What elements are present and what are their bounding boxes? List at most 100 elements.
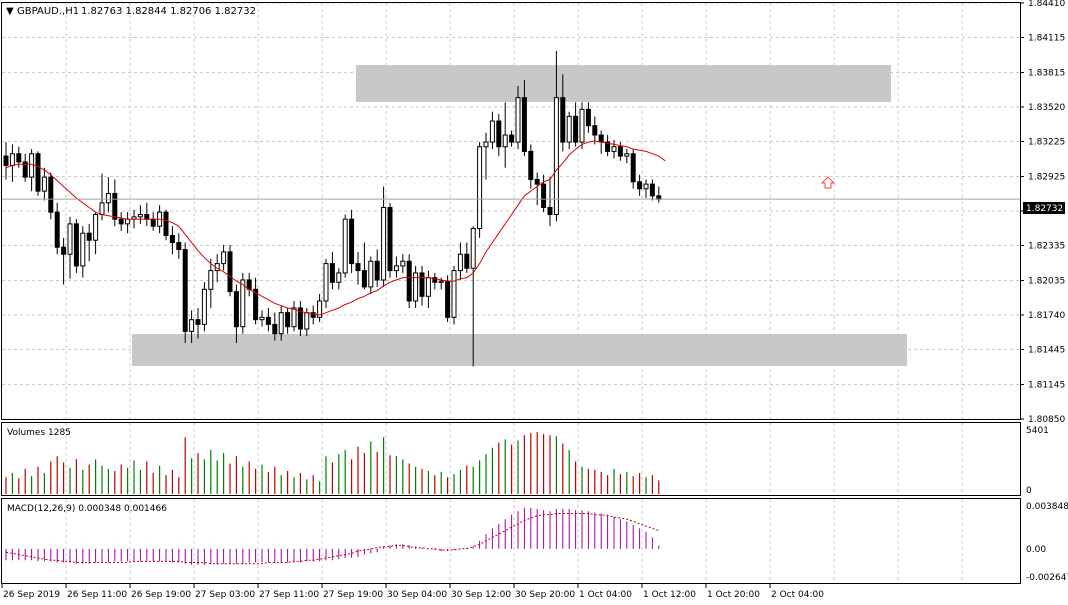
candle-bull[interactable] [201, 288, 207, 325]
candle-bear[interactable] [118, 218, 124, 225]
candle-bear[interactable] [233, 291, 239, 328]
candle-bear[interactable] [227, 251, 233, 293]
candle-bear[interactable] [560, 97, 566, 143]
candle-bull[interactable] [67, 223, 73, 255]
candle-bear[interactable] [649, 183, 655, 197]
candle-bull[interactable] [221, 251, 227, 265]
candle-bull[interactable] [240, 279, 246, 328]
candle-bull[interactable] [413, 272, 419, 302]
candle-bull[interactable] [393, 265, 399, 272]
candle-bear[interactable] [150, 218, 156, 227]
candle-bear[interactable] [297, 307, 303, 330]
candle-bear[interactable] [406, 260, 412, 302]
candle-bear[interactable] [496, 120, 502, 148]
candle-bear[interactable] [182, 249, 188, 332]
candle-bear[interactable] [265, 316, 271, 325]
candle-bear[interactable] [169, 235, 175, 244]
candle-bull[interactable] [515, 97, 521, 143]
candle-bull[interactable] [425, 277, 431, 297]
candle-bull[interactable] [438, 280, 444, 283]
candle-bull[interactable] [93, 214, 99, 241]
candle-bull[interactable] [291, 307, 297, 328]
candle-bull[interactable] [579, 108, 585, 143]
macd-panel[interactable] [1, 498, 1021, 584]
candle-bear[interactable] [16, 153, 22, 163]
candle-bull[interactable] [381, 206, 387, 281]
chart-menu-icon[interactable]: ▼ [6, 6, 14, 17]
candle-bull[interactable] [483, 141, 489, 148]
candle-bull[interactable] [29, 153, 35, 178]
candle-bull[interactable] [553, 97, 559, 216]
candle-bull[interactable] [368, 260, 374, 288]
resistance-zone[interactable] [356, 65, 891, 102]
candle-bull[interactable] [566, 115, 572, 143]
candle-bear[interactable] [361, 270, 367, 288]
candle-bear[interactable] [419, 272, 425, 297]
candle-bull[interactable] [125, 218, 131, 225]
candle-bear[interactable] [272, 323, 278, 335]
candle-bear[interactable] [35, 153, 41, 192]
candle-bear[interactable] [253, 288, 259, 321]
candle-bear[interactable] [61, 246, 67, 255]
candle-bear[interactable] [637, 181, 643, 190]
candle-bear[interactable] [432, 277, 438, 283]
candle-bull[interactable] [611, 146, 617, 152]
candle-bull[interactable] [624, 153, 630, 157]
candle-bear[interactable] [585, 108, 591, 127]
candle-bear[interactable] [48, 176, 54, 213]
candle-bear[interactable] [285, 312, 291, 328]
candle-bull[interactable] [105, 192, 111, 204]
candle-bear[interactable] [176, 242, 182, 251]
candle-bear[interactable] [374, 260, 380, 281]
candle-bear[interactable] [310, 312, 316, 318]
candle-bear[interactable] [509, 134, 515, 143]
candle-bear[interactable] [144, 214, 150, 220]
candle-bear[interactable] [73, 223, 79, 267]
candle-bear[interactable] [329, 263, 335, 283]
candle-bull[interactable] [317, 300, 323, 318]
candle-bear[interactable] [86, 232, 92, 241]
candle-bear[interactable] [355, 263, 361, 272]
candle-bull[interactable] [278, 312, 284, 335]
candle-bear[interactable] [3, 155, 9, 166]
candle-bear[interactable] [605, 141, 611, 152]
candle-bear[interactable] [112, 192, 118, 220]
support-zone[interactable] [132, 334, 907, 366]
candle-bear[interactable] [534, 178, 540, 185]
candle-bear[interactable] [547, 206, 553, 216]
candle-bear[interactable] [592, 125, 598, 136]
candle-bear[interactable] [349, 218, 355, 265]
candle-bull[interactable] [477, 146, 483, 230]
candle-bull[interactable] [323, 263, 329, 302]
candle-bull[interactable] [451, 270, 457, 318]
candle-bear[interactable] [528, 150, 534, 180]
candle-bull[interactable] [137, 214, 143, 218]
candle-bull[interactable] [80, 232, 86, 267]
candle-bear[interactable] [445, 280, 451, 318]
candle-bear[interactable] [573, 115, 579, 143]
candle-bear[interactable] [54, 211, 60, 248]
candle-bull[interactable] [189, 319, 195, 332]
candle-bear[interactable] [598, 134, 604, 143]
candle-bear[interactable] [387, 206, 393, 272]
candle-bear[interactable] [521, 97, 527, 152]
buy-arrow-icon[interactable] [820, 176, 836, 189]
candle-bull[interactable] [470, 228, 476, 269]
candle-bull[interactable] [259, 316, 265, 321]
candle-bull[interactable] [99, 202, 105, 216]
candle-bear[interactable] [195, 319, 201, 325]
candle-bear[interactable] [617, 146, 623, 157]
candle-bull[interactable] [304, 312, 310, 330]
candle-bull[interactable] [502, 134, 508, 148]
candle-bull[interactable] [336, 272, 342, 283]
candle-bear[interactable] [22, 161, 28, 178]
candle-bull[interactable] [41, 176, 47, 192]
candle-bull[interactable] [457, 253, 463, 272]
candle-bear[interactable] [630, 153, 636, 183]
candle-bull[interactable] [208, 270, 214, 290]
candle-bull[interactable] [342, 218, 348, 274]
time-axis[interactable]: 26 Sep 2019 26 Sep 11:00 26 Sep 19:00 27 Se… [1, 583, 824, 600]
candle-bear[interactable] [464, 253, 470, 269]
candle-bull[interactable] [489, 120, 495, 143]
